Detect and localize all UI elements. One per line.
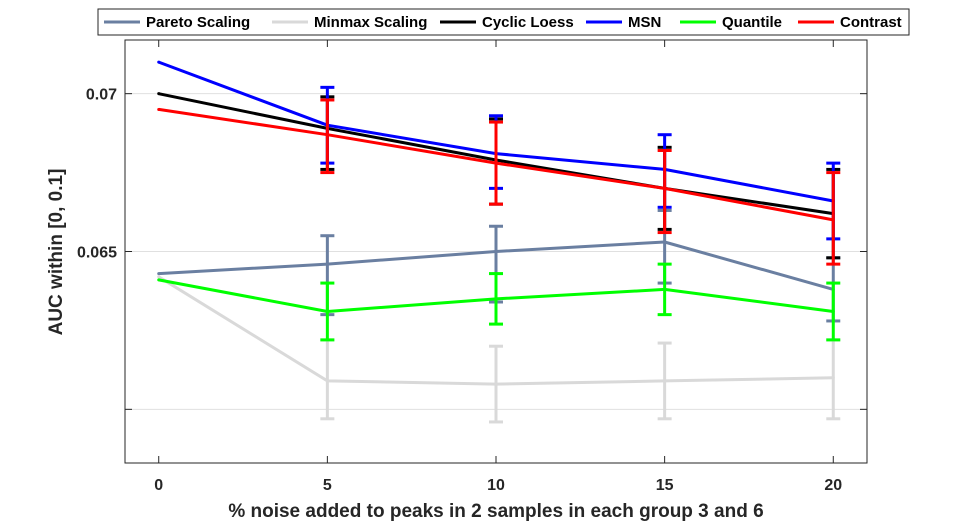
data-point bbox=[494, 250, 498, 253]
legend-item: Cyclic Loess bbox=[440, 14, 574, 31]
data-point bbox=[663, 240, 667, 244]
axis-ticks: 0.065 0.07 0 5 10 15 20 bbox=[77, 40, 867, 494]
data-point bbox=[325, 379, 329, 383]
x-axis-title: % noise added to peaks in 2 samples in e… bbox=[228, 501, 763, 522]
x-tick-label: 10 bbox=[487, 477, 505, 494]
data-point bbox=[831, 376, 835, 380]
legend-item: Contrast bbox=[798, 14, 902, 31]
legend-label: Contrast bbox=[840, 14, 902, 31]
data-point bbox=[663, 186, 667, 190]
legend: Pareto Scaling Minmax Scaling Cyclic Loess… bbox=[97, 8, 910, 36]
legend-label: Pareto Scaling bbox=[146, 14, 250, 31]
legend-box bbox=[97, 8, 910, 36]
series-quantile bbox=[157, 262, 841, 342]
legend-label: Minmax Scaling bbox=[314, 14, 427, 31]
data-point bbox=[494, 297, 498, 301]
legend-item: Pareto Scaling bbox=[104, 14, 250, 31]
data-point bbox=[663, 287, 667, 291]
x-tick-label: 0 bbox=[154, 477, 163, 494]
legend-label: MSN bbox=[628, 14, 661, 31]
data-point bbox=[157, 107, 161, 111]
x-tick-label: 5 bbox=[323, 477, 332, 494]
series-layer bbox=[157, 60, 841, 424]
data-point bbox=[494, 382, 498, 386]
data-point bbox=[325, 262, 329, 266]
data-point bbox=[663, 379, 667, 383]
data-point bbox=[831, 309, 835, 313]
data-point bbox=[157, 278, 161, 282]
series-contrast bbox=[157, 98, 841, 266]
data-point bbox=[494, 161, 498, 165]
legend-label: Cyclic Loess bbox=[482, 14, 574, 31]
data-point bbox=[157, 275, 161, 279]
y-tick-label: 0.07 bbox=[86, 87, 117, 104]
data-point bbox=[831, 218, 835, 222]
legend-item: Quantile bbox=[680, 14, 782, 31]
y-tick-label: 0.065 bbox=[77, 245, 117, 262]
y-axis-title: AUC within [0, 0.1] bbox=[46, 169, 67, 336]
x-tick-label: 15 bbox=[656, 477, 674, 494]
data-point bbox=[325, 133, 329, 137]
data-point bbox=[157, 60, 161, 64]
x-tick-label: 20 bbox=[824, 477, 842, 494]
legend-item: Minmax Scaling bbox=[272, 14, 427, 31]
legend-item: MSN bbox=[586, 14, 661, 31]
data-point bbox=[157, 92, 161, 96]
legend-label: Quantile bbox=[722, 14, 782, 31]
data-point bbox=[325, 309, 329, 313]
data-point bbox=[157, 272, 161, 276]
